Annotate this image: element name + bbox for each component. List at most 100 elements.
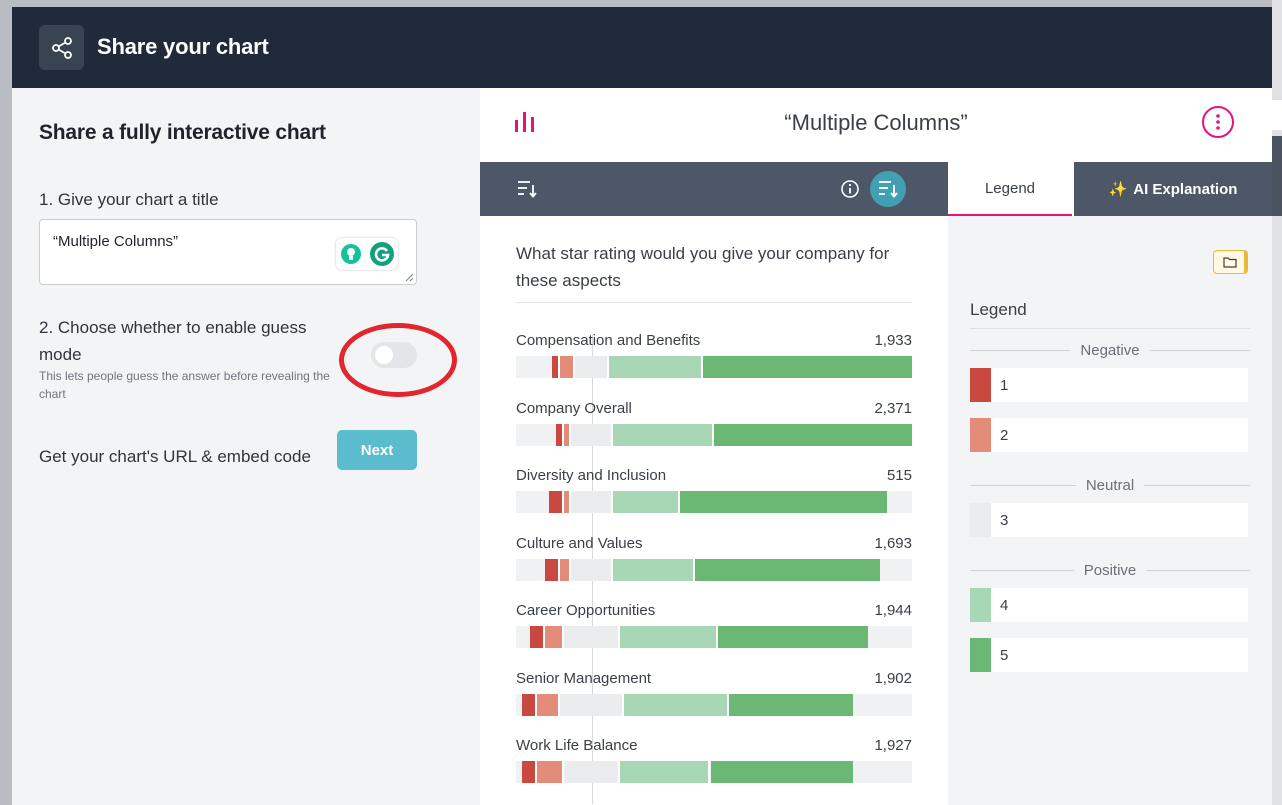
legend-group-line bbox=[970, 569, 1074, 571]
bar-segment-rating-4[interactable] bbox=[612, 423, 715, 446]
next-button[interactable]: Next bbox=[337, 430, 417, 470]
section-heading: Share a fully interactive chart bbox=[39, 121, 326, 144]
resize-grip-icon[interactable] bbox=[405, 273, 414, 282]
sort-active-button[interactable] bbox=[870, 171, 906, 207]
bar-segment-rating-4[interactable] bbox=[608, 356, 703, 378]
chart-row[interactable]: Diversity and Inclusion 515 bbox=[516, 467, 912, 515]
legend-panel: Legend Negative 1 2 Neutral 3 Positive 4 5 bbox=[948, 216, 1272, 805]
bar-segment-rating-5[interactable] bbox=[714, 423, 912, 446]
modal-title: Share your chart bbox=[97, 34, 269, 59]
bar-segment-rating-1[interactable] bbox=[522, 761, 538, 783]
step2-label: 2. Choose whether to enable guess mode bbox=[39, 318, 307, 364]
legend-group-line bbox=[970, 349, 1071, 351]
chart-title-value[interactable]: “Multiple Columns” bbox=[53, 233, 179, 250]
lightbulb-icon[interactable] bbox=[340, 243, 362, 265]
step2-help-text: This lets people guess the answer before… bbox=[39, 369, 330, 401]
tab-ai-explanation[interactable]: ✨ AI Explanation bbox=[1074, 162, 1272, 216]
more-options-button[interactable] bbox=[1202, 106, 1234, 138]
bar-segment-rating-4[interactable] bbox=[612, 491, 681, 513]
legend-item[interactable]: 3 bbox=[970, 503, 1248, 537]
bar-segment-rating-2[interactable] bbox=[544, 626, 564, 648]
chart-row[interactable]: Company Overall 2,371 bbox=[516, 400, 912, 448]
legend-item[interactable]: 1 bbox=[970, 368, 1248, 402]
bar-segment-rating-3[interactable] bbox=[571, 558, 613, 581]
bar-segment-rating-3[interactable] bbox=[560, 693, 624, 716]
legend-group-line bbox=[970, 484, 1076, 486]
chart-row[interactable]: Work Life Balance 1,927 bbox=[516, 737, 912, 785]
bar-segment-rating-1[interactable] bbox=[552, 356, 560, 378]
legend-swatch bbox=[970, 503, 991, 537]
chart-row[interactable]: Career Opportunities 1,944 bbox=[516, 602, 912, 650]
legend-swatch bbox=[970, 418, 991, 452]
backdrop-stripe bbox=[1272, 136, 1282, 216]
bar-segment-rating-5[interactable] bbox=[710, 761, 854, 783]
bar-segment-rating-5[interactable] bbox=[718, 626, 869, 648]
bar-segment-rating-1[interactable] bbox=[522, 693, 538, 716]
url-embed-label: Get your chart's URL & embed code bbox=[39, 447, 311, 466]
grammarly-g-icon[interactable] bbox=[369, 241, 395, 267]
modal-header: Share your chart bbox=[12, 7, 1272, 88]
tab-ai-label: AI Explanation bbox=[1133, 180, 1238, 198]
chart-preview-panel: “Multiple Columns” bbox=[480, 88, 1272, 805]
chart-row[interactable]: Culture and Values 1,693 bbox=[516, 535, 912, 583]
bar-segment-rating-2[interactable] bbox=[537, 761, 564, 783]
bar-segment-rating-3[interactable] bbox=[571, 491, 613, 513]
chart-row[interactable]: Compensation and Benefits 1,933 bbox=[516, 332, 912, 380]
bar-segment-rating-2[interactable] bbox=[563, 423, 572, 446]
row-label: Culture and Values bbox=[516, 534, 643, 552]
bar-segment-rating-2[interactable] bbox=[563, 491, 572, 513]
bar-segment-rating-5[interactable] bbox=[729, 693, 854, 716]
bar-segment-rating-1[interactable] bbox=[556, 423, 564, 446]
info-icon[interactable] bbox=[840, 179, 860, 199]
legend-group-header: Neutral bbox=[970, 475, 1251, 495]
bar-track bbox=[516, 761, 912, 783]
bar-segment-rating-3[interactable] bbox=[563, 626, 621, 648]
bar-segment-rating-3[interactable] bbox=[563, 761, 621, 783]
row-label: Work Life Balance bbox=[516, 737, 638, 754]
legend-item[interactable]: 4 bbox=[970, 588, 1248, 622]
bar-segment-rating-4[interactable] bbox=[620, 761, 711, 783]
bar-segment-rating-2[interactable] bbox=[537, 693, 560, 716]
chart-question-title: What star rating would you give your com… bbox=[516, 244, 890, 290]
bar-segment-rating-1[interactable] bbox=[544, 558, 561, 581]
sort-icon[interactable] bbox=[516, 179, 538, 199]
row-label: Compensation and Benefits bbox=[516, 332, 701, 349]
bar-segment-rating-3[interactable] bbox=[571, 423, 613, 446]
bar-segment-rating-5[interactable] bbox=[702, 356, 912, 378]
bar-segment-rating-4[interactable] bbox=[623, 693, 730, 716]
legend-item-label: 2 bbox=[1000, 427, 1009, 444]
step1-label: 1. Give your chart a title bbox=[39, 190, 219, 209]
legend-group-name: Negative bbox=[1080, 341, 1140, 359]
folder-icon bbox=[1223, 257, 1237, 268]
legend-item[interactable]: 5 bbox=[970, 638, 1248, 672]
bar-segment-rating-4[interactable] bbox=[620, 626, 718, 648]
legend-group-line bbox=[1149, 349, 1251, 351]
bar-segment-rating-2[interactable] bbox=[560, 356, 576, 378]
share-chart-modal: Share your chart Share a fully interacti… bbox=[12, 7, 1272, 805]
tab-legend[interactable]: Legend bbox=[948, 162, 1072, 216]
bar-segment-rating-1[interactable] bbox=[529, 626, 545, 648]
chart-title-input[interactable]: “Multiple Columns” bbox=[39, 219, 417, 285]
sparkles-icon: ✨ bbox=[1108, 181, 1128, 198]
chart-toolbar bbox=[480, 162, 948, 216]
row-count: 1,944 bbox=[874, 602, 912, 619]
grammar-assistant-badges[interactable] bbox=[336, 238, 398, 270]
divider bbox=[970, 328, 1250, 329]
bar-segment-rating-4[interactable] bbox=[612, 558, 696, 581]
row-label: Senior Management bbox=[516, 669, 652, 687]
bar-segment-rating-1[interactable] bbox=[548, 491, 564, 513]
row-count: 1,927 bbox=[874, 737, 912, 754]
bar-segment-rating-5[interactable] bbox=[680, 491, 888, 513]
bar-segment-rating-3[interactable] bbox=[575, 356, 609, 378]
divider bbox=[516, 302, 912, 303]
bar-segment-rating-2[interactable] bbox=[560, 558, 572, 581]
bar-track bbox=[516, 693, 912, 716]
bar-track bbox=[516, 423, 912, 446]
legend-item[interactable]: 2 bbox=[970, 418, 1248, 452]
bar-segment-rating-5[interactable] bbox=[695, 558, 880, 581]
folder-button[interactable] bbox=[1213, 250, 1247, 274]
bar-track bbox=[516, 558, 912, 581]
chart-row[interactable]: Senior Management 1,902 bbox=[516, 670, 912, 718]
folder-accent bbox=[1244, 250, 1248, 274]
legend-swatch bbox=[970, 638, 991, 672]
